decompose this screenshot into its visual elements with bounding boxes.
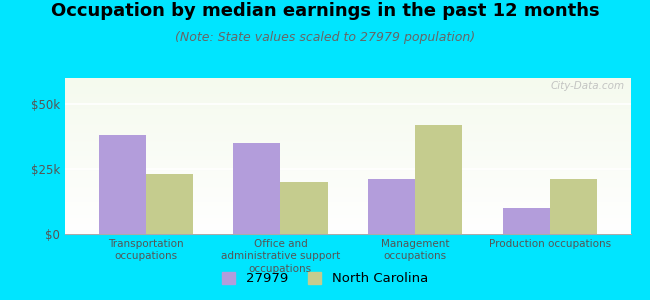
- Bar: [368, 179, 415, 234]
- Text: (Note: State values scaled to 27979 population): (Note: State values scaled to 27979 popu…: [175, 32, 475, 44]
- Bar: [99, 135, 146, 234]
- Bar: [233, 143, 280, 234]
- Bar: [415, 125, 462, 234]
- Bar: [146, 174, 193, 234]
- Bar: [280, 182, 328, 234]
- Bar: [550, 179, 597, 234]
- Legend: 27979, North Carolina: 27979, North Carolina: [217, 266, 433, 290]
- Bar: [502, 208, 550, 234]
- Text: Occupation by median earnings in the past 12 months: Occupation by median earnings in the pas…: [51, 2, 599, 20]
- Text: City-Data.com: City-Data.com: [551, 81, 625, 91]
